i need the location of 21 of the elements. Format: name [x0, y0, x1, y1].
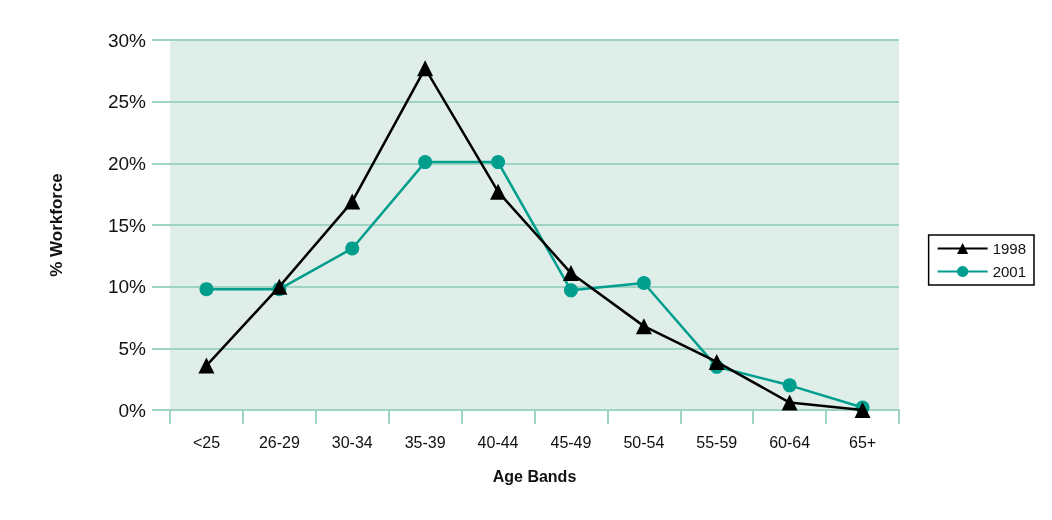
y-tick-label: 20%: [107, 152, 147, 174]
x-tick-label: 50-54: [623, 433, 665, 451]
y-tick-label: 15%: [107, 214, 147, 236]
y-tick-label: 5%: [118, 337, 147, 359]
x-tick-label: 40-44: [477, 433, 519, 451]
x-tick-label: <25: [192, 433, 221, 451]
legend-label: 2001: [992, 263, 1027, 280]
y-tick-label: 30%: [107, 29, 147, 51]
legend-label: 1998: [992, 240, 1027, 257]
y-axis-title: % Workforce: [47, 173, 66, 277]
y-tick-label: 25%: [107, 91, 147, 113]
y-tick-label: 0%: [118, 399, 147, 421]
x-tick-label: 45-49: [550, 433, 592, 451]
x-tick-label: 60-64: [769, 433, 811, 451]
x-tick-label: 26-29: [258, 433, 300, 451]
x-axis-title: Age Bands: [492, 467, 577, 485]
x-tick-label: 35-39: [404, 433, 446, 451]
x-tick-label: 55-59: [696, 433, 738, 451]
x-tick-label: 65+: [848, 433, 877, 451]
x-tick-label: 30-34: [331, 433, 373, 451]
y-tick-label: 10%: [107, 276, 147, 298]
